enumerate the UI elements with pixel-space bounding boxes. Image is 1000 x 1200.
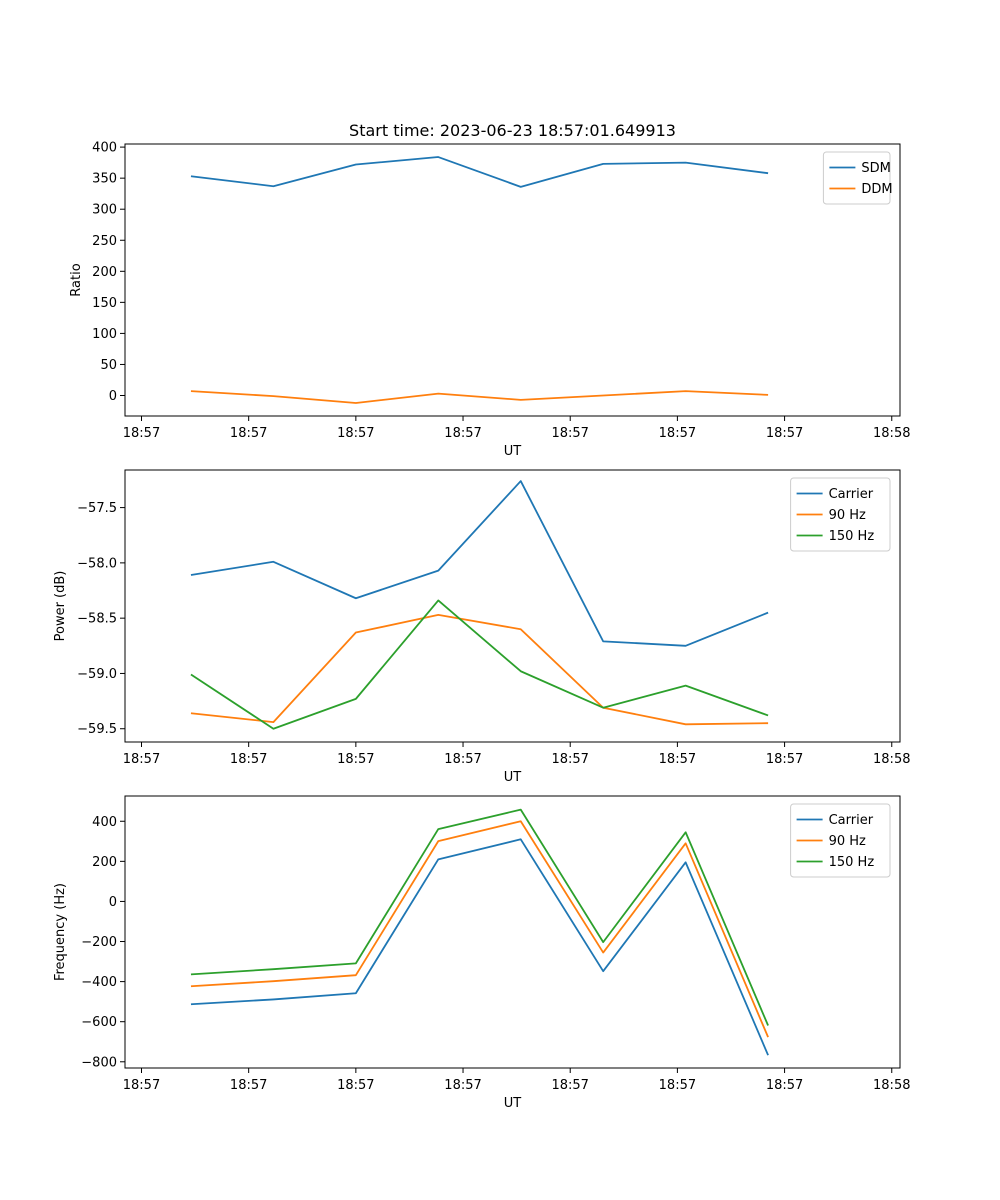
y-tick-label: −59.5 <box>77 722 117 737</box>
y-tick-label: 200 <box>92 265 117 280</box>
legend-label: 90 Hz <box>829 834 866 849</box>
x-tick-label: 18:57 <box>444 1078 481 1093</box>
x-tick-label: 18:57 <box>766 752 803 767</box>
x-tick-label: 18:57 <box>659 752 696 767</box>
x-tick-label: 18:57 <box>444 752 481 767</box>
subplot-3: 18:57 18:57 18:57 18:57 18:57 18:57 18:57 18:58… <box>53 795 910 1111</box>
legend: Carrier 90 Hz 150 Hz <box>790 477 891 552</box>
legend-label: 150 Hz <box>829 855 875 870</box>
x-tick-label: 18:57 <box>123 1078 160 1093</box>
series-line-sdm <box>190 156 769 188</box>
y-tick-label: −57.5 <box>77 501 117 516</box>
x-tick-label: 18:57 <box>659 1078 696 1093</box>
x-tick-label: 18:57 <box>444 426 481 441</box>
x-tick-label: 18:57 <box>337 752 374 767</box>
x-tick-label: 18:58 <box>873 426 910 441</box>
x-tick-label: 18:58 <box>873 752 910 767</box>
legend: SDM DDM <box>822 151 893 205</box>
legend-label: Carrier <box>829 813 874 828</box>
legend-label: DDM <box>861 182 892 197</box>
y-tick-label: −800 <box>81 1055 117 1070</box>
x-tick-label: 18:57 <box>230 752 267 767</box>
y-tick-label: −58.0 <box>77 556 117 571</box>
series-line-90-hz <box>190 820 769 1038</box>
legend-box <box>790 803 891 878</box>
y-tick-label: 150 <box>92 296 117 311</box>
x-axis-label: UT <box>504 770 522 785</box>
y-tick-label: 100 <box>92 327 117 342</box>
x-tick-label: 18:58 <box>873 1078 910 1093</box>
y-tick-label: −200 <box>81 935 117 950</box>
legend-label: 90 Hz <box>829 508 866 523</box>
x-tick-label: 18:57 <box>230 426 267 441</box>
subplot-1: 18:57 18:57 18:57 18:57 18:57 18:57 18:57 18:58… <box>69 141 910 459</box>
figure-title: Start time: 2023-06-23 18:57:01.649913 <box>349 121 676 140</box>
y-tick-label: 250 <box>92 234 117 249</box>
series-line-90-hz <box>190 613 769 726</box>
y-tick-label: 350 <box>92 172 117 187</box>
x-axis-label: UT <box>504 1096 522 1111</box>
plot-frame <box>124 469 901 743</box>
legend-box <box>790 477 891 552</box>
y-tick-label: 0 <box>109 895 117 910</box>
y-tick-label: 400 <box>92 141 117 156</box>
x-axis-label: UT <box>504 444 522 459</box>
y-tick-label: 0 <box>109 389 117 404</box>
legend-label: Carrier <box>829 487 874 502</box>
y-tick-label: 300 <box>92 203 117 218</box>
subplot-2: 18:57 18:57 18:57 18:57 18:57 18:57 18:57 18:58… <box>53 469 910 785</box>
x-tick-label: 18:57 <box>551 752 588 767</box>
x-tick-label: 18:57 <box>766 1078 803 1093</box>
plot-frame <box>124 143 901 417</box>
x-tick-label: 18:57 <box>659 426 696 441</box>
plot-frame <box>124 795 901 1069</box>
legend-box <box>822 151 891 205</box>
subplots: 18:57 18:57 18:57 18:57 18:57 18:57 18:57 18:58… <box>53 141 910 1111</box>
series-line-150-hz <box>190 599 769 730</box>
x-tick-label: 18:57 <box>337 1078 374 1093</box>
y-tick-label: 200 <box>92 855 117 870</box>
x-tick-label: 18:57 <box>230 1078 267 1093</box>
legend: Carrier 90 Hz 150 Hz <box>790 803 891 878</box>
series-line-carrier <box>190 838 769 1056</box>
y-tick-label: 50 <box>100 358 117 373</box>
legend-label: 150 Hz <box>829 529 875 544</box>
series-line-carrier <box>190 480 769 647</box>
y-tick-label: −59.0 <box>77 667 117 682</box>
series-line-150-hz <box>190 808 769 1026</box>
x-tick-label: 18:57 <box>551 1078 588 1093</box>
legend-label: SDM <box>861 161 890 176</box>
y-tick-label: −58.5 <box>77 612 117 627</box>
x-tick-label: 18:57 <box>123 752 160 767</box>
y-axis-label: Power (dB) <box>53 571 68 642</box>
x-tick-label: 18:57 <box>337 426 374 441</box>
y-tick-label: 400 <box>92 815 117 830</box>
x-tick-label: 18:57 <box>551 426 588 441</box>
x-tick-label: 18:57 <box>123 426 160 441</box>
y-axis-label: Frequency (Hz) <box>53 883 68 981</box>
x-tick-label: 18:57 <box>766 426 803 441</box>
y-tick-label: −600 <box>81 1015 117 1030</box>
series-line-ddm <box>190 390 769 404</box>
y-tick-label: −400 <box>81 975 117 990</box>
y-axis-label: Ratio <box>69 263 84 296</box>
